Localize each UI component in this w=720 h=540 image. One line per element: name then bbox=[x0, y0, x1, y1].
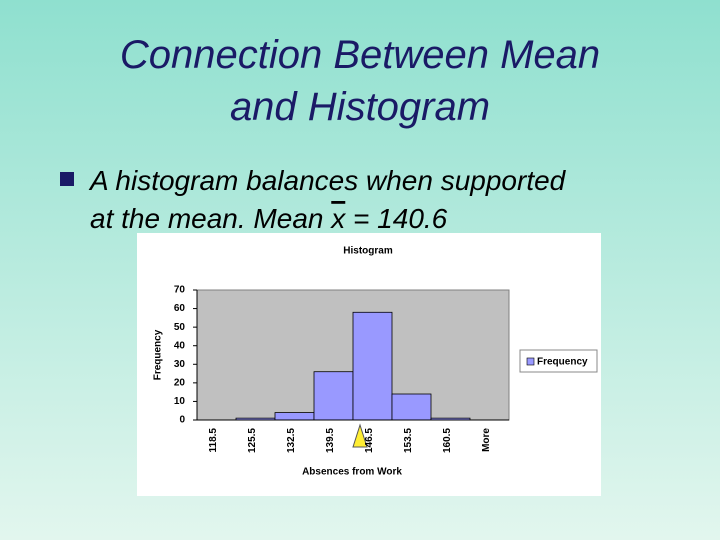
chart-title: Histogram bbox=[343, 246, 393, 257]
x-tick-label: 125.5 bbox=[247, 428, 258, 453]
x-tick-label: 118.5 bbox=[208, 428, 219, 453]
bullet-text: at the mean. Mean x = 140.6 bbox=[90, 203, 448, 234]
legend-label: Frequency bbox=[537, 357, 588, 368]
legend-swatch bbox=[526, 357, 535, 366]
bullet-marker bbox=[60, 172, 74, 186]
y-tick-label: 10 bbox=[174, 396, 186, 407]
y-tick-label: 20 bbox=[174, 377, 186, 388]
slide-title: Connection Between Mean bbox=[120, 33, 600, 77]
bar bbox=[352, 311, 393, 421]
y-tick-label: 50 bbox=[174, 322, 186, 333]
y-tick-label: 40 bbox=[174, 340, 186, 351]
x-tick-label: 139.5 bbox=[325, 428, 336, 453]
x-tick-label: 132.5 bbox=[286, 428, 297, 453]
slide-title: and Histogram bbox=[230, 85, 490, 129]
x-tick-label: 160.5 bbox=[442, 428, 453, 453]
y-tick-label: 60 bbox=[174, 303, 186, 314]
mean-symbol: x bbox=[329, 203, 346, 234]
bullet-text: A histogram balances when supported bbox=[88, 165, 567, 196]
bar bbox=[274, 412, 315, 421]
x-axis-label: Absences from Work bbox=[302, 467, 402, 478]
y-tick-label: 0 bbox=[179, 415, 185, 426]
y-tick-label: 70 bbox=[174, 285, 186, 296]
bullet-text: = 140.6 bbox=[353, 203, 448, 234]
y-axis-label: Frequency bbox=[153, 329, 164, 380]
x-tick-label: 153.5 bbox=[403, 428, 414, 453]
mean-marker bbox=[352, 423, 368, 448]
bar bbox=[313, 371, 354, 421]
y-tick-label: 30 bbox=[174, 359, 186, 370]
x-tick-label: 146.5 bbox=[364, 428, 375, 453]
bullet-text: at the mean. Mean bbox=[90, 203, 323, 234]
bar bbox=[391, 393, 432, 421]
legend bbox=[519, 349, 598, 373]
x-tick-label: More bbox=[481, 428, 492, 452]
